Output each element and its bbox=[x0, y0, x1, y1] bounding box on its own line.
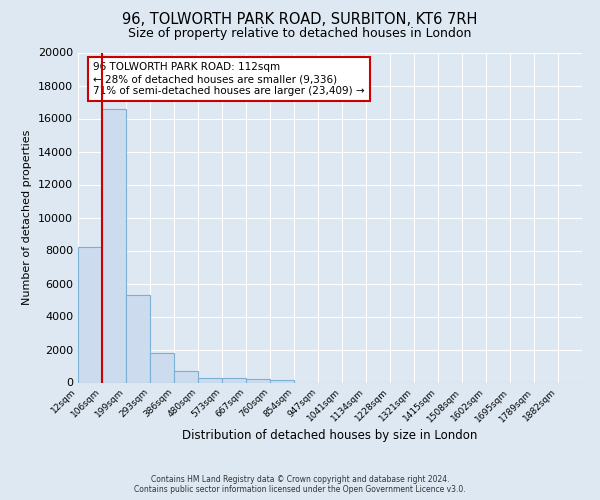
Bar bbox=[78, 247, 102, 382]
X-axis label: Distribution of detached houses by size in London: Distribution of detached houses by size … bbox=[182, 429, 478, 442]
Bar bbox=[270, 380, 294, 382]
Bar bbox=[174, 371, 198, 382]
Text: 96, TOLWORTH PARK ROAD, SURBITON, KT6 7RH: 96, TOLWORTH PARK ROAD, SURBITON, KT6 7R… bbox=[122, 12, 478, 28]
Bar bbox=[222, 378, 246, 382]
Bar bbox=[150, 353, 174, 382]
Bar bbox=[102, 108, 126, 382]
Text: 96 TOLWORTH PARK ROAD: 112sqm
← 28% of detached houses are smaller (9,336)
71% o: 96 TOLWORTH PARK ROAD: 112sqm ← 28% of d… bbox=[93, 62, 365, 96]
Y-axis label: Number of detached properties: Number of detached properties bbox=[22, 130, 32, 305]
Text: Size of property relative to detached houses in London: Size of property relative to detached ho… bbox=[128, 28, 472, 40]
Bar bbox=[126, 295, 150, 382]
Bar bbox=[246, 379, 270, 382]
Bar bbox=[198, 378, 222, 382]
Text: Contains HM Land Registry data © Crown copyright and database right 2024.
Contai: Contains HM Land Registry data © Crown c… bbox=[134, 474, 466, 494]
